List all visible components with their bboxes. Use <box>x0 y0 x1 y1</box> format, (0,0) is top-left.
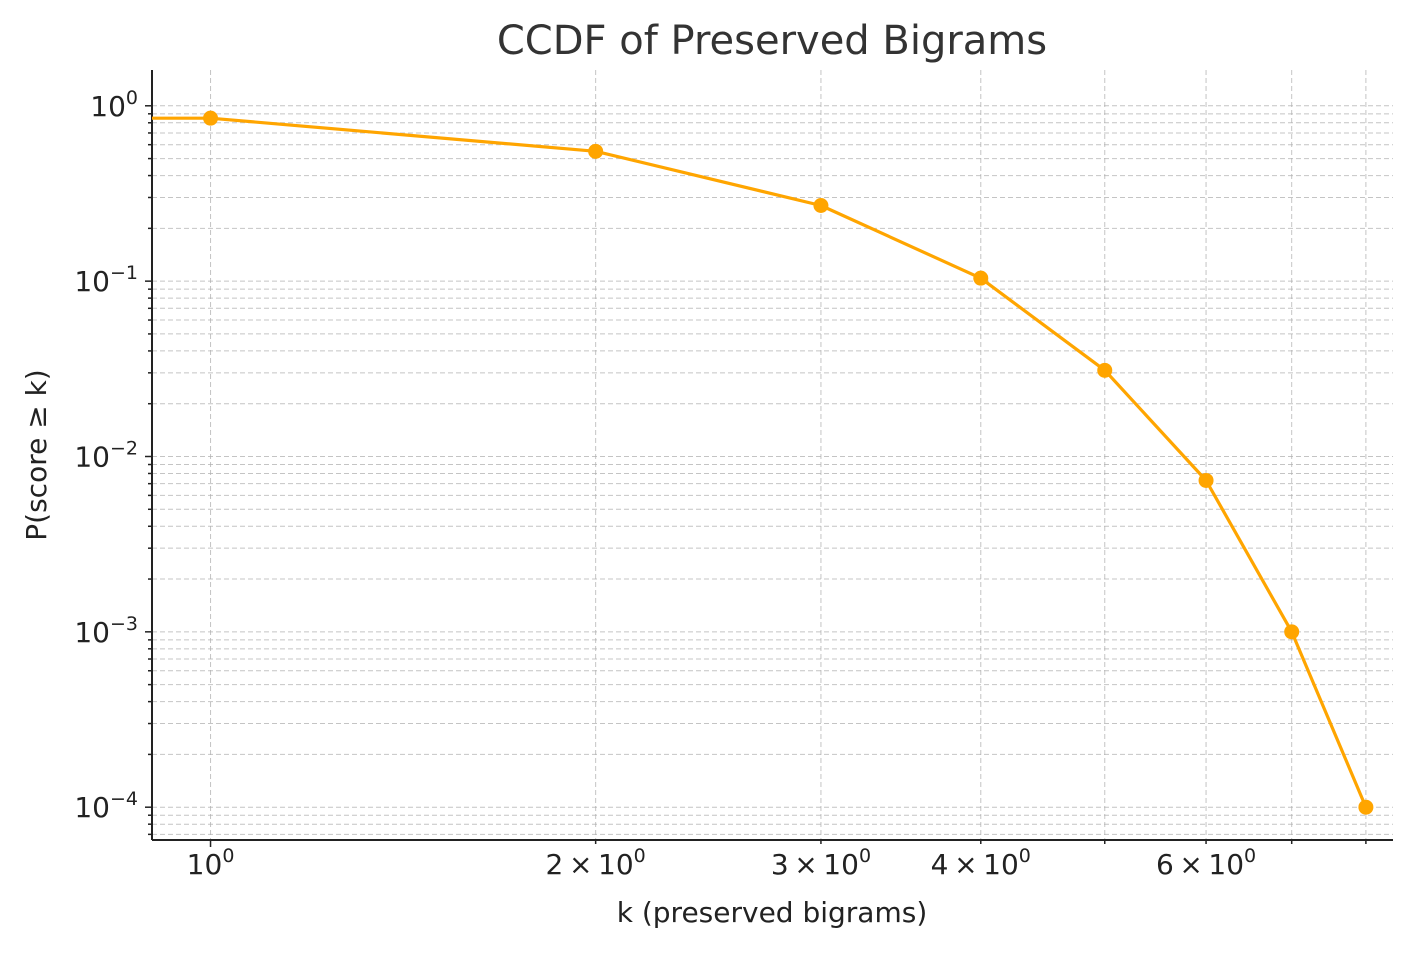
grid-lines <box>152 70 1393 840</box>
data-point <box>588 143 604 159</box>
x-tick-label: 6 × 100 <box>1156 845 1256 881</box>
data-point <box>203 110 219 126</box>
y-tick-label: 10−4 <box>74 788 138 824</box>
x-tick-label: 100 <box>187 845 235 881</box>
y-axis-label: P(score ≥ k) <box>20 369 53 540</box>
x-tick-label: 2 × 100 <box>546 845 646 881</box>
data-point <box>1284 624 1300 640</box>
y-tick-label: 100 <box>90 87 138 123</box>
y-tick-label: 10−2 <box>74 437 138 473</box>
data-point <box>1097 362 1113 378</box>
x-tick-label: 3 × 100 <box>771 845 871 881</box>
data-point <box>1198 472 1214 488</box>
series-line <box>152 116 1368 808</box>
data-point <box>973 270 989 286</box>
x-tick-label: 4 × 100 <box>931 845 1031 881</box>
x-axis-label: k (preserved bigrams) <box>617 896 928 929</box>
data-point <box>813 198 829 214</box>
y-tick-label: 10−1 <box>74 262 138 298</box>
chart-title: CCDF of Preserved Bigrams <box>497 18 1047 64</box>
data-point <box>1358 799 1374 815</box>
y-tick-label: 10−3 <box>74 613 138 649</box>
